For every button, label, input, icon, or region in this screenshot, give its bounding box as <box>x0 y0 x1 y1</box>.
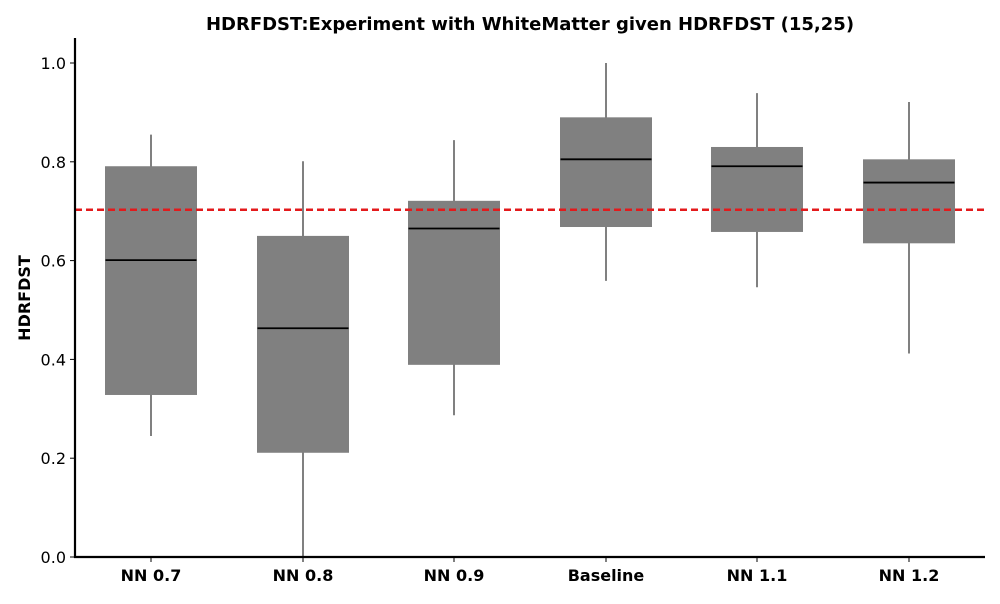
plot-area: 0.0 0.2 0.4 0.6 0.8 1.0 NN 0.7 NN 0.8 NN 0.9 Base… <box>41 38 985 585</box>
box <box>711 146 803 232</box>
x-tick-label: NN 1.2 <box>879 566 940 585</box>
y-axis-label: HDRFDST <box>15 255 34 341</box>
y-tick-label: 0.6 <box>41 252 66 271</box>
y-tick-label: 0.8 <box>41 153 66 172</box>
x-tick-label: NN 0.7 <box>121 566 182 585</box>
y-tick-label: 0.4 <box>41 350 66 369</box>
y-tick-label: 0.0 <box>41 548 66 567</box>
box <box>863 159 955 244</box>
x-tick-label: Baseline <box>568 566 645 585</box>
x-tick-label: NN 1.1 <box>727 566 788 585</box>
box <box>408 200 500 365</box>
x-tick-label: NN 0.8 <box>273 566 334 585</box>
y-tick-label: 1.0 <box>41 54 66 73</box>
box <box>257 235 349 453</box>
chart-title: HDRFDST:Experiment with WhiteMatter give… <box>206 14 854 35</box>
y-tick-label: 0.2 <box>41 449 66 468</box>
box <box>560 117 652 228</box>
x-tick-label: NN 0.9 <box>424 566 485 585</box>
box <box>105 166 197 395</box>
